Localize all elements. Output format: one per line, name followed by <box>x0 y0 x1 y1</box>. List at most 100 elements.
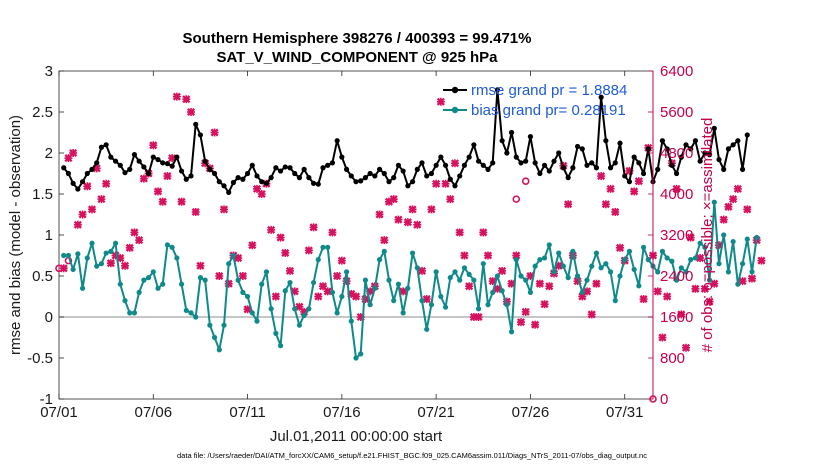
bias-point <box>711 199 717 205</box>
rmse-point <box>207 166 213 172</box>
legend-bias-text: bias grand pr= 0.28191 <box>471 102 626 119</box>
y2-tick-label: 2400 <box>660 268 693 285</box>
obs-assimilated-point <box>102 179 111 188</box>
rmse-point <box>565 175 571 181</box>
rmse-point <box>386 179 392 185</box>
obs-assimilated-point <box>69 148 78 158</box>
bias-point <box>527 289 534 295</box>
bias-point <box>259 281 265 287</box>
y2-tick-label: 4800 <box>660 145 693 162</box>
rmse-point <box>523 158 529 164</box>
rmse-point <box>315 181 321 187</box>
bias-point <box>702 244 708 250</box>
obs-assimilated-point <box>196 261 205 270</box>
rmse-point <box>537 170 543 177</box>
obs-assimilated-point <box>516 318 526 327</box>
rmse-point <box>240 176 246 182</box>
bias-point <box>749 269 755 275</box>
rmse-point <box>160 160 166 166</box>
rmse-point <box>508 129 515 136</box>
rmse-point <box>560 165 567 171</box>
bias-point <box>593 250 600 256</box>
bias-point <box>244 293 251 300</box>
bias-point <box>494 273 501 279</box>
bias-point <box>226 261 232 267</box>
rmse-point <box>226 189 232 195</box>
bias-point <box>589 263 595 269</box>
rmse-point <box>249 162 255 168</box>
rmse-point <box>325 162 331 168</box>
obs-assimilated-point <box>271 292 280 301</box>
bias-point <box>645 257 651 263</box>
obs-assimilated-point <box>351 292 361 301</box>
obs-assimilated-point <box>615 243 625 252</box>
bias-point <box>735 281 741 287</box>
bias-point <box>636 283 642 289</box>
bias-point <box>75 251 81 257</box>
rmse-point <box>480 162 486 168</box>
bias-point <box>61 252 67 259</box>
rmse-point <box>216 179 222 185</box>
legend-rmse-text: rmse grand pr = 1.8884 <box>471 82 627 99</box>
rmse-point <box>735 138 741 144</box>
rmse-point <box>424 173 430 179</box>
bias-point <box>98 261 105 267</box>
rmse-point <box>254 173 260 179</box>
bias-line <box>63 201 758 359</box>
bias-point <box>315 257 321 263</box>
obs-assimilated-point <box>323 287 332 296</box>
rmse-point <box>513 154 519 160</box>
rmse-point <box>287 165 293 171</box>
bias-point <box>721 232 727 238</box>
bias-point <box>193 314 199 320</box>
bias-point <box>565 275 571 281</box>
obs-assimilated-point <box>535 279 544 288</box>
y-axis-label: rmse and bias (model - observation) <box>7 115 24 355</box>
rmse-point <box>683 142 689 148</box>
obs-assimilated-point <box>125 243 134 252</box>
bias-point <box>122 298 128 304</box>
rmse-point <box>329 160 336 166</box>
bias-point <box>160 281 166 287</box>
y-tick-label: 2 <box>45 145 53 162</box>
obs-assimilated-point <box>394 215 403 224</box>
bias-point <box>428 302 435 308</box>
rmse-point <box>645 146 651 152</box>
rmse-point <box>230 179 237 186</box>
bias-point <box>419 298 425 304</box>
bias-point <box>631 266 637 273</box>
bias-point <box>400 310 406 316</box>
obs-assimilated-point <box>747 274 757 283</box>
obs-assimilated-point <box>460 251 469 260</box>
bias-point <box>310 279 317 286</box>
obs-assimilated-point <box>153 187 163 196</box>
obs-assimilated-point <box>700 284 709 293</box>
rmse-point <box>664 146 670 152</box>
rmse-point <box>744 132 750 138</box>
rmse-point <box>584 162 590 168</box>
rmse-point <box>94 160 100 166</box>
obs-assimilated-point <box>234 254 243 263</box>
y2-tick-label: 6400 <box>660 63 693 80</box>
obs-assimilated-point <box>337 256 346 265</box>
rmse-point <box>235 175 241 181</box>
bias-point <box>659 248 666 254</box>
obs-assimilated-point <box>219 205 229 214</box>
bias-point <box>480 261 486 267</box>
obs-assimilated-point <box>710 279 719 288</box>
obs-assimilated-point <box>78 210 87 219</box>
bias-point <box>537 257 543 263</box>
bias-point <box>240 289 246 295</box>
obs-assimilated-point <box>177 197 186 206</box>
rmse-point <box>277 168 284 174</box>
bias-point <box>277 343 284 349</box>
rmse-point <box>221 183 227 189</box>
rmse-point <box>405 183 411 189</box>
obs-assimilated-point <box>474 312 483 322</box>
legend-rmse-marker <box>451 86 459 94</box>
rmse-point <box>527 134 534 140</box>
rmse-point <box>447 176 453 182</box>
bias-point <box>706 277 713 283</box>
rmse-point <box>636 160 642 166</box>
